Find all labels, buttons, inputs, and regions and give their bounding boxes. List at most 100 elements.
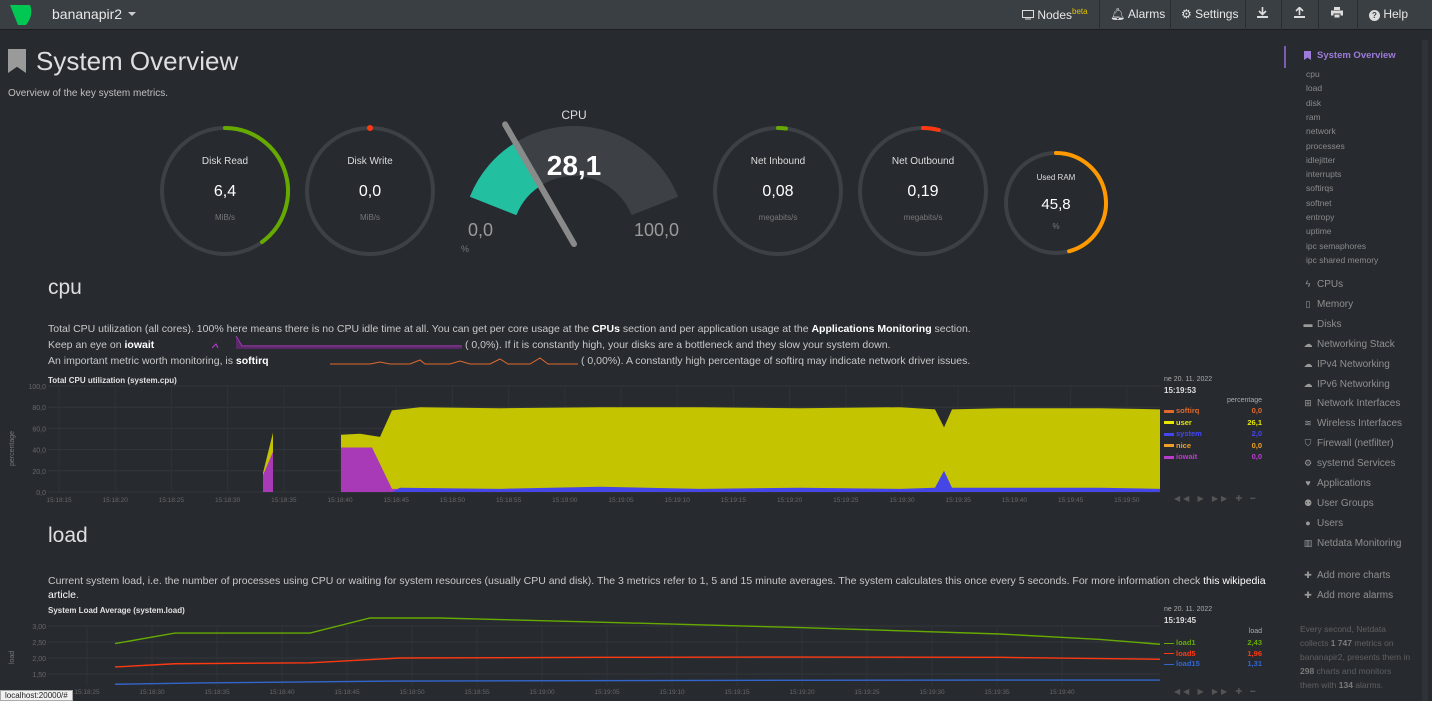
gauges-panel <box>160 121 1108 256</box>
cpus-link[interactable]: CPUs <box>591 323 620 335</box>
page-subtitle: Overview of the key system metrics. <box>8 88 169 99</box>
download-button[interactable] <box>1257 7 1268 21</box>
cpu-xtick: 15:18:45 <box>384 497 410 504</box>
toc-sub-idlejitter[interactable]: idlejitter <box>1306 154 1336 165</box>
alarms-button[interactable]: 🔔︎ Alarms <box>1110 7 1165 21</box>
toc-memory[interactable]: ▯ Memory <box>1302 299 1354 310</box>
settings-label: Settings <box>1195 7 1239 21</box>
cpu-xtick: 15:19:50 <box>1114 497 1140 504</box>
toc-systemd-services[interactable]: ⚙ systemd Services <box>1302 458 1395 469</box>
disk-read-gauge-arc <box>223 126 290 244</box>
cpu-legend-system[interactable]: system 2,0 <box>1164 429 1262 439</box>
cogs-icon: ⚙ <box>1303 458 1313 469</box>
load-chart[interactable]: 3,00 2,50 2,00 1,50 15:18:25 15:18:30 15:18:35… <box>0 612 1170 701</box>
toc-sub-cpu[interactable]: cpu <box>1306 69 1320 79</box>
load-legend-time: 15:19:45 <box>1164 616 1197 625</box>
legend-value: 1,96 <box>1247 648 1262 658</box>
used-ram-label: Used RAM <box>1036 173 1076 182</box>
legend-swatch <box>1164 642 1174 644</box>
toc-firewall-netfilter-[interactable]: ⛉ Firewall (netfilter) <box>1302 438 1394 449</box>
nav-divider <box>1281 0 1282 30</box>
toc-cpus[interactable]: ϟ CPUs <box>1302 279 1344 290</box>
toc-item-label: Netdata Monitoring <box>1317 537 1402 549</box>
legend-value: 0,0 <box>1251 440 1262 450</box>
toc-sub-softnet[interactable]: softnet <box>1306 197 1332 208</box>
cpu-legend-softirq[interactable]: softirq 0,0 <box>1164 406 1262 416</box>
netdata-logo-icon[interactable] <box>8 3 34 27</box>
chevron-down-icon[interactable] <box>128 12 136 16</box>
upload-button[interactable] <box>1294 6 1305 21</box>
load-chart-toolbox[interactable]: ◀◀ ▶ ▶▶ ✚ ━ <box>1174 687 1259 696</box>
softirq-sparkline <box>330 357 578 365</box>
toc-sub-ram[interactable]: ram <box>1306 111 1321 122</box>
add-charts-button[interactable]: ✚ Add more charts <box>1302 570 1390 581</box>
cpu-chart[interactable]: 100,0 80,0 60,0 40,0 20,0 0,015:18:15 15:18:20… <box>0 380 1170 510</box>
toc-networking-stack[interactable]: ☁ Networking Stack <box>1302 339 1395 350</box>
toc-sub-network[interactable]: network <box>1306 126 1336 137</box>
wikipedia-article-link[interactable]: article <box>48 589 77 601</box>
help-button[interactable]: ? Help <box>1369 7 1408 21</box>
cpu-user-area <box>341 407 1160 492</box>
bar-chart-icon: ▥ <box>1303 537 1313 548</box>
toc-sub-disk[interactable]: disk <box>1306 97 1322 108</box>
load5-line <box>114 656 1161 668</box>
cpu-iowait-area <box>263 451 273 492</box>
beta-badge: beta <box>1072 7 1088 16</box>
toc-disks[interactable]: ▬ Disks <box>1302 319 1342 330</box>
load-legend-load5[interactable]: load5 1,96 <box>1164 649 1262 659</box>
load1-line <box>114 617 1161 645</box>
toc-network-interfaces[interactable]: ⊞ Network Interfaces <box>1302 398 1400 409</box>
load15-line <box>114 679 1160 685</box>
legend-swatch <box>1164 653 1174 655</box>
legend-value: 0,0 <box>1251 406 1262 415</box>
toc-sub-interrupts[interactable]: interrupts <box>1306 169 1342 180</box>
print-button[interactable] <box>1331 7 1343 21</box>
toc-sub-uptime[interactable]: uptime <box>1306 226 1332 237</box>
cpu-xtick: 15:19:15 <box>721 497 747 504</box>
toc-active-indicator <box>1284 46 1286 68</box>
page-scrollbar[interactable] <box>1422 40 1428 701</box>
load-legend-load15[interactable]: load15 1,31 <box>1164 659 1262 669</box>
settings-button[interactable]: ⚙ Settings <box>1181 7 1238 21</box>
toc-sub-softirqs[interactable]: softirqs <box>1306 183 1334 194</box>
bookmark-icon <box>8 49 26 73</box>
wikipedia-link[interactable]: this wikipedia <box>1203 575 1266 587</box>
toc-netdata-monitoring[interactable]: ▥ Netdata Monitoring <box>1302 538 1402 549</box>
applications-monitoring-link[interactable]: Applications Monitoring <box>811 323 932 335</box>
load-xtick: 15:18:30 <box>139 689 165 696</box>
toc-sub-processes[interactable]: processes <box>1306 140 1345 151</box>
toc-ipv6-networking[interactable]: ☁ IPv6 Networking <box>1302 379 1390 390</box>
toc-ipv4-networking[interactable]: ☁ IPv4 Networking <box>1302 359 1390 370</box>
cpu-legend-user[interactable]: user 26,1 <box>1164 418 1262 428</box>
legend-swatch <box>1164 432 1174 436</box>
legend-label: load15 <box>1176 659 1200 668</box>
cpu-xtick: 15:19:30 <box>889 497 915 504</box>
toc-user-groups[interactable]: ⚉ User Groups <box>1302 498 1374 509</box>
cpu-legend-nice[interactable]: nice 0,0 <box>1164 441 1262 451</box>
nav-divider <box>1318 0 1319 30</box>
legend-label: iowait <box>1176 452 1198 461</box>
cpu-legend-iowait[interactable]: iowait 0,0 <box>1164 452 1262 462</box>
toc-system-overview[interactable]: System Overview <box>1317 50 1396 61</box>
toc-sub-entropy[interactable]: entropy <box>1306 212 1335 222</box>
toc-sub-ipc-semaphores[interactable]: ipc semaphores <box>1306 240 1367 251</box>
cpu-xtick: 15:18:50 <box>440 497 466 504</box>
toc-users[interactable]: ● Users <box>1302 518 1343 529</box>
cpu-chart-toolbox[interactable]: ◀◀ ▶ ▶▶ ✚ ━ <box>1174 494 1259 503</box>
toc-sub-ipc-shared-memory[interactable]: ipc shared memory <box>1306 254 1379 265</box>
hostname-menu[interactable]: bananapir2 <box>52 6 123 22</box>
legend-value: 1,31 <box>1247 659 1262 668</box>
add-alarms-button[interactable]: ✚ Add more alarms <box>1302 590 1393 601</box>
nodes-button[interactable]: Nodesbeta <box>1022 7 1088 22</box>
cpu-ytick: 40,0 <box>32 448 46 455</box>
disk-write-label: Disk Write <box>347 156 393 167</box>
load-legend-load1[interactable]: load1 2,43 <box>1164 638 1262 648</box>
toc-wireless-interfaces[interactable]: ≋ Wireless Interfaces <box>1302 418 1402 429</box>
load-xtick: 15:18:40 <box>269 689 295 696</box>
cpu-xtick: 15:19:05 <box>608 497 634 504</box>
toc-sub-load[interactable]: load <box>1306 83 1323 94</box>
cpu-ytick: 0,0 <box>36 490 46 497</box>
legend-swatch <box>1164 421 1174 425</box>
toc-applications[interactable]: ♥ Applications <box>1302 478 1371 489</box>
cpu-xtick: 15:18:20 <box>103 497 129 504</box>
